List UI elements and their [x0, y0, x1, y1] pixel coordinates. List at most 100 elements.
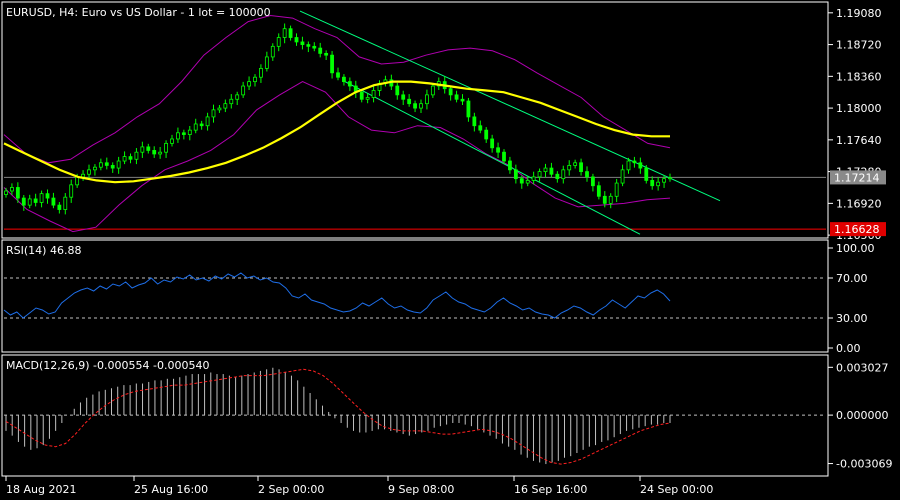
- candle-body: [555, 173, 560, 180]
- candle-body: [567, 165, 572, 171]
- candle-body: [347, 81, 352, 87]
- candle-body: [93, 166, 97, 171]
- candle-body: [193, 123, 198, 131]
- candle-body: [300, 41, 305, 45]
- candle-body: [229, 98, 234, 105]
- candle-body: [223, 103, 228, 109]
- candle-body: [531, 176, 536, 181]
- candle-body: [211, 109, 216, 118]
- time-axis-label: 16 Sep 16:00: [514, 483, 587, 496]
- candle-body: [359, 91, 364, 100]
- rsi-series-layer: [3, 272, 826, 319]
- candle-body: [472, 116, 477, 127]
- candle-body: [632, 160, 637, 164]
- candle-body: [318, 47, 323, 54]
- candle-body: [158, 151, 163, 155]
- time-axis-label: 2 Sep 00:00: [258, 483, 324, 496]
- candle-body: [181, 132, 186, 135]
- candle-body: [116, 160, 121, 169]
- candle-body: [537, 171, 542, 178]
- rsi-axis-label: 30.00: [836, 312, 868, 325]
- candle-body: [484, 129, 489, 140]
- candle-body: [662, 178, 666, 183]
- candle-body: [75, 176, 80, 186]
- price-series-layer: [3, 10, 826, 235]
- candle-body: [306, 44, 311, 47]
- candle-body: [81, 173, 85, 178]
- rsi-axis-label: 100.00: [836, 242, 875, 255]
- level-price-tag: [830, 222, 886, 237]
- candle-body: [164, 142, 168, 153]
- candle-body: [490, 138, 495, 149]
- price-axis-label: 1.17640: [836, 134, 882, 147]
- candle-body: [10, 187, 14, 192]
- price-panel-frame: [1, 1, 829, 239]
- candle-body: [146, 146, 151, 151]
- candle-body: [134, 151, 139, 160]
- candle-body: [282, 28, 287, 38]
- candle-body: [312, 45, 317, 49]
- time-axis-label: 9 Sep 08:00: [388, 483, 454, 496]
- candle-body: [27, 198, 32, 206]
- candle-body: [170, 138, 174, 144]
- time-axis-label: 25 Aug 16:00: [134, 483, 208, 496]
- candle-body: [591, 176, 595, 187]
- price-axis-label: 1.18000: [836, 102, 882, 115]
- candle-body: [259, 67, 263, 78]
- candle-body: [650, 180, 655, 187]
- candle-body: [425, 94, 429, 105]
- candle-body: [69, 184, 74, 198]
- candle-body: [128, 156, 133, 160]
- candle-body: [620, 169, 625, 184]
- candle-body: [45, 193, 50, 199]
- candle-body: [585, 171, 589, 178]
- moving-average-line: [3, 80, 670, 184]
- current-price-label: 1.17214: [834, 171, 880, 184]
- candle-body: [656, 181, 661, 187]
- candle-body: [235, 94, 240, 100]
- candle-body: [98, 162, 103, 168]
- macd-series-layer: [4, 367, 826, 465]
- current-price-tag: [830, 170, 886, 185]
- rsi-axis-label: 70.00: [836, 272, 868, 285]
- candle-body: [419, 103, 423, 109]
- price-axis-label: 1.18720: [836, 39, 882, 52]
- rsi-axis-label: 0.00: [836, 342, 861, 355]
- candle-body: [573, 162, 578, 166]
- candle-body: [413, 103, 417, 109]
- candle-body: [626, 160, 631, 171]
- candle-body: [39, 193, 44, 203]
- candle-body: [668, 177, 672, 180]
- candle-body: [270, 45, 275, 58]
- bollinger-upper-line: [3, 14, 671, 164]
- candle-body: [176, 132, 180, 140]
- candle-body: [152, 150, 157, 155]
- candle-body: [513, 169, 518, 180]
- rsi-panel-frame: [1, 239, 829, 353]
- candle-body: [247, 81, 251, 87]
- candle-body: [21, 197, 26, 206]
- macd-axis-label: 0.003027: [836, 361, 889, 374]
- candle-body: [294, 37, 299, 43]
- price-chart-title: EURUSD, H4: Euro vs US Dollar - 1 lot = …: [6, 6, 271, 19]
- candle-body: [365, 97, 370, 100]
- candle-body: [614, 182, 619, 197]
- candle-body: [336, 72, 340, 78]
- candle-body: [104, 162, 109, 166]
- candle-body: [288, 28, 293, 38]
- axis-layer: 1.19080 1.18720 1.18360 1.18000 1.17640 1.172…: [5, 7, 892, 496]
- candle-body: [87, 169, 91, 175]
- candle-body: [638, 162, 643, 169]
- candle-body: [253, 76, 257, 83]
- candle-body: [460, 98, 465, 102]
- candle-body: [4, 190, 8, 195]
- bollinger-lower-line: [3, 81, 671, 233]
- candle-body: [205, 116, 210, 127]
- candle-body: [57, 204, 62, 210]
- level-price-label: 1.16628: [834, 223, 880, 236]
- macd-title: MACD(12,26,9) -0.000554 -0.000540: [6, 359, 209, 372]
- candle-body: [51, 197, 56, 206]
- candle-body: [342, 76, 346, 83]
